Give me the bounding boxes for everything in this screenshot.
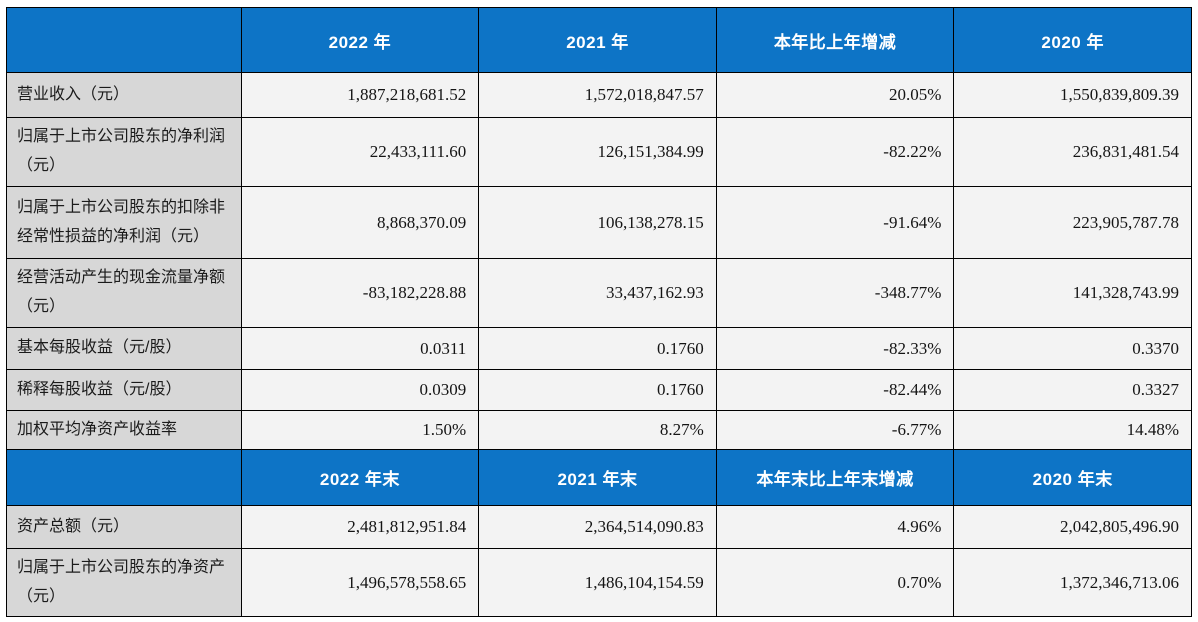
value-2022: 2,481,812,951.84 <box>240 505 480 549</box>
value-2022: 0.0311 <box>240 327 480 370</box>
value-2022: 1,887,218,681.52 <box>240 72 480 118</box>
value-yoy: -82.33% <box>715 327 955 370</box>
table-row-basic-eps: 基本每股收益（元/股） 0.0311 0.1760 -82.33% 0.3370 <box>6 327 1192 370</box>
value-yoy: -91.64% <box>715 186 955 259</box>
financial-summary-table: 2022 年 2021 年 本年比上年增减 2020 年 营业收入（元） 1,8… <box>6 7 1192 617</box>
value-yoy: 20.05% <box>715 72 955 118</box>
value-2021: 1,486,104,154.59 <box>478 548 717 617</box>
annual-header-2021: 2021 年 <box>478 7 717 73</box>
value-yoy: -6.77% <box>715 410 955 450</box>
value-2020: 14.48% <box>953 410 1192 450</box>
row-label: 加权平均净资产收益率 <box>6 410 242 450</box>
row-label: 归属于上市公司股东的扣除非经常性损益的净利润（元） <box>6 186 242 259</box>
table-row-net-profit: 归属于上市公司股东的净利润（元） 22,433,111.60 126,151,3… <box>6 117 1192 187</box>
row-label: 稀释每股收益（元/股） <box>6 369 242 411</box>
yearend-header-yoy-change: 本年末比上年末增减 <box>715 449 955 506</box>
table-row-weighted-avg-roe: 加权平均净资产收益率 1.50% 8.27% -6.77% 14.48% <box>6 410 1192 450</box>
annual-header-2022: 2022 年 <box>240 7 480 73</box>
annual-header-row: 2022 年 2021 年 本年比上年增减 2020 年 <box>6 7 1192 73</box>
value-2022: 8,868,370.09 <box>240 186 480 259</box>
value-yoy: -348.77% <box>715 258 955 328</box>
value-2021: 0.1760 <box>478 369 717 411</box>
annual-header-corner-cell <box>6 7 242 73</box>
value-2021: 33,437,162.93 <box>478 258 717 328</box>
value-2020: 1,372,346,713.06 <box>953 548 1192 617</box>
value-2021: 106,138,278.15 <box>478 186 717 259</box>
table-row-total-assets: 资产总额（元） 2,481,812,951.84 2,364,514,090.8… <box>6 505 1192 549</box>
value-2020: 0.3327 <box>953 369 1192 411</box>
value-2021: 1,572,018,847.57 <box>478 72 717 118</box>
row-label: 营业收入（元） <box>6 72 242 118</box>
yearend-header-2021: 2021 年末 <box>478 449 717 506</box>
value-yoy: 4.96% <box>715 505 955 549</box>
value-2021: 2,364,514,090.83 <box>478 505 717 549</box>
yearend-header-corner-cell <box>6 449 242 506</box>
value-2022: 22,433,111.60 <box>240 117 480 187</box>
value-2020: 1,550,839,809.39 <box>953 72 1192 118</box>
row-label: 归属于上市公司股东的净利润（元） <box>6 117 242 187</box>
row-label: 归属于上市公司股东的净资产（元） <box>6 548 242 617</box>
table-row-operating-revenue: 营业收入（元） 1,887,218,681.52 1,572,018,847.5… <box>6 72 1192 118</box>
value-2022: -83,182,228.88 <box>240 258 480 328</box>
table-row-operating-cash-flow: 经营活动产生的现金流量净额（元） -83,182,228.88 33,437,1… <box>6 258 1192 328</box>
annual-header-2020: 2020 年 <box>953 7 1192 73</box>
yearend-header-row: 2022 年末 2021 年末 本年末比上年末增减 2020 年末 <box>6 449 1192 506</box>
value-2022: 0.0309 <box>240 369 480 411</box>
table-row-net-profit-excl-nonrecurring: 归属于上市公司股东的扣除非经常性损益的净利润（元） 8,868,370.09 1… <box>6 186 1192 259</box>
value-2021: 8.27% <box>478 410 717 450</box>
table-row-net-assets: 归属于上市公司股东的净资产（元） 1,496,578,558.65 1,486,… <box>6 548 1192 617</box>
value-yoy: -82.44% <box>715 369 955 411</box>
row-label: 资产总额（元） <box>6 505 242 549</box>
value-2022: 1,496,578,558.65 <box>240 548 480 617</box>
value-2020: 141,328,743.99 <box>953 258 1192 328</box>
annual-header-yoy-change: 本年比上年增减 <box>715 7 955 73</box>
row-label: 经营活动产生的现金流量净额（元） <box>6 258 242 328</box>
value-yoy: 0.70% <box>715 548 955 617</box>
row-label: 基本每股收益（元/股） <box>6 327 242 370</box>
table-row-diluted-eps: 稀释每股收益（元/股） 0.0309 0.1760 -82.44% 0.3327 <box>6 369 1192 411</box>
value-2020: 2,042,805,496.90 <box>953 505 1192 549</box>
value-2021: 126,151,384.99 <box>478 117 717 187</box>
value-2022: 1.50% <box>240 410 480 450</box>
value-2021: 0.1760 <box>478 327 717 370</box>
value-2020: 0.3370 <box>953 327 1192 370</box>
yearend-header-2022: 2022 年末 <box>240 449 480 506</box>
value-2020: 236,831,481.54 <box>953 117 1192 187</box>
yearend-header-2020: 2020 年末 <box>953 449 1192 506</box>
value-2020: 223,905,787.78 <box>953 186 1192 259</box>
value-yoy: -82.22% <box>715 117 955 187</box>
